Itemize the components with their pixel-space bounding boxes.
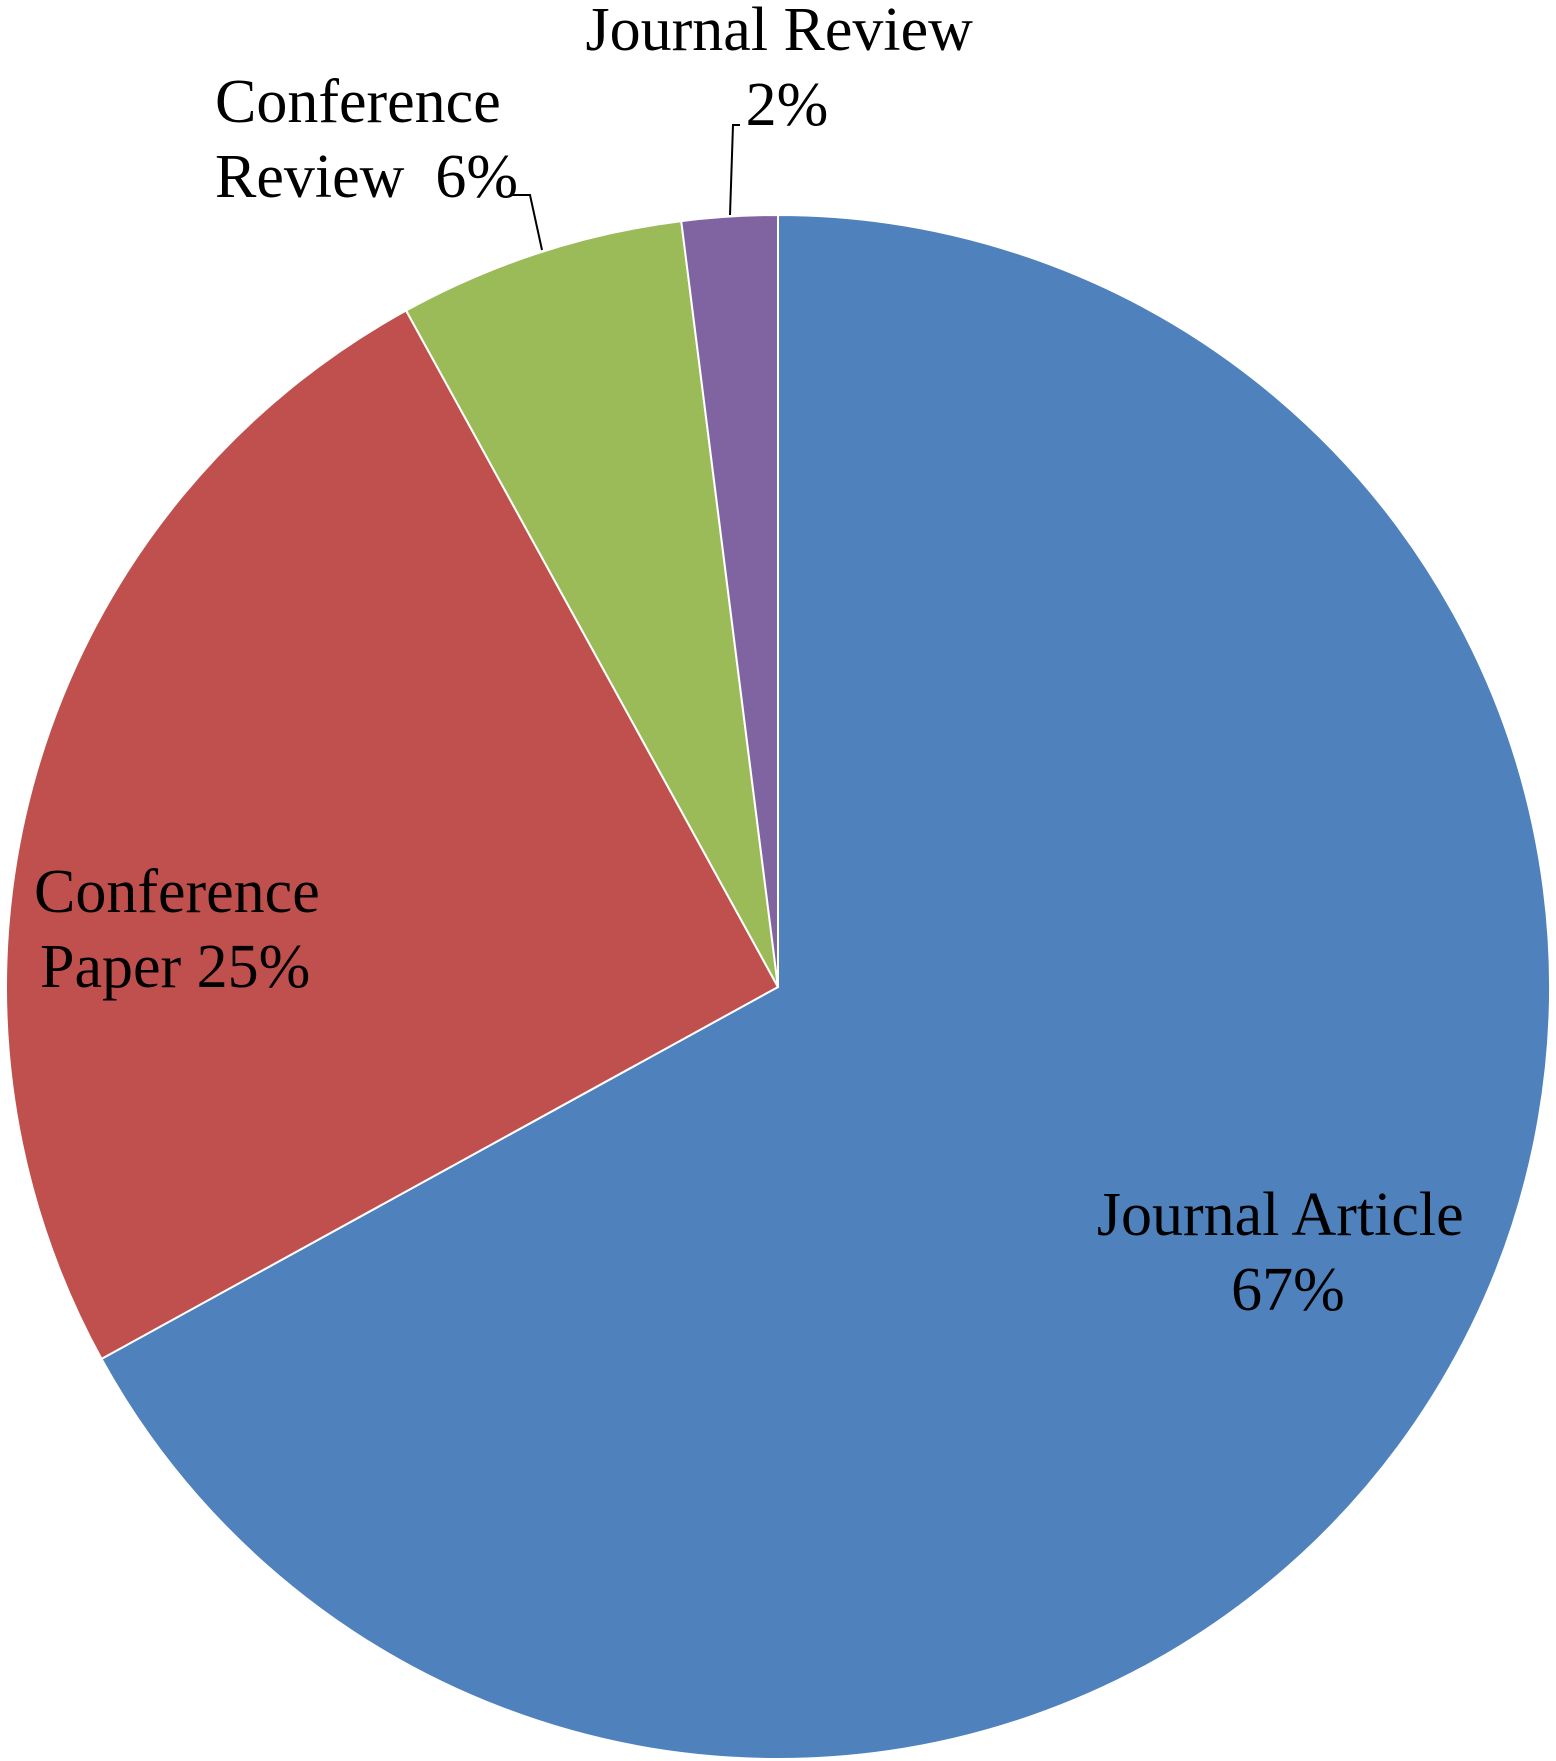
label-journal-review: Journal Review 2% xyxy=(586,0,989,139)
label-conference-review-value: Review 6% xyxy=(215,143,518,211)
pie-slice-journal-review xyxy=(680,213,779,988)
pie-slice-conference-review xyxy=(404,219,779,988)
leader-line-conference-review xyxy=(512,194,543,251)
pie-slice-journal-article xyxy=(100,213,1551,1760)
label-conference-paper-value: Paper 25% xyxy=(40,933,310,1001)
label-journal-review-name: Journal Review xyxy=(586,0,974,64)
label-conference-review: Conference Review 6% xyxy=(0,0,609,211)
label-journal-article: Journal Article 67% xyxy=(1097,1181,1479,1324)
label-journal-review-value: 2% xyxy=(746,71,829,139)
slices-group xyxy=(5,213,1551,1760)
label-conference-review-name: Conference xyxy=(215,68,501,136)
label-journal-article-value: 67% xyxy=(1231,1256,1345,1324)
label-conference-paper-name: Conference xyxy=(34,858,320,926)
label-conference-paper: Conference Paper 25% xyxy=(34,858,335,1001)
leader-line-journal-review xyxy=(729,124,740,216)
label-journal-article-name: Journal Article xyxy=(1097,1181,1464,1249)
pie-slice-conference-paper xyxy=(5,309,780,1361)
